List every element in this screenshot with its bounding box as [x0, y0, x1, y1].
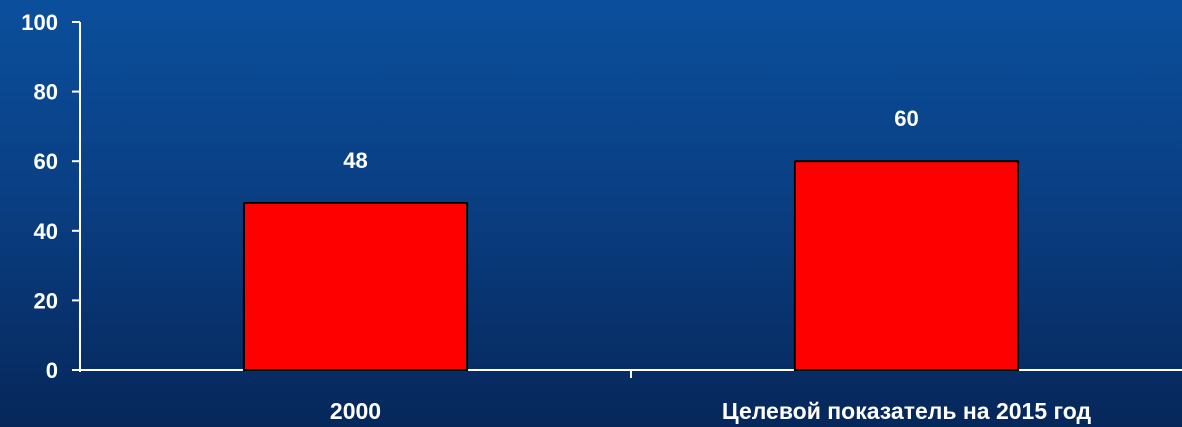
category-labels: 2000 Целевой показатель на 2015 год [330, 398, 1092, 424]
bar [793, 160, 1020, 371]
y-tick-label: 20 [34, 288, 58, 313]
y-axis: 0 20 40 60 80 100 [21, 10, 81, 383]
y-tick-label: 80 [34, 80, 58, 105]
bar [242, 201, 469, 371]
data-label: 60 [894, 106, 918, 131]
data-labels: 48 60 [343, 106, 918, 173]
data-label: 48 [343, 148, 367, 173]
category-label: Целевой показатель на 2015 год [722, 398, 1092, 424]
bars [242, 160, 1020, 371]
y-tick-label: 100 [21, 10, 58, 35]
y-tick-label: 60 [34, 149, 58, 174]
y-tick-label: 40 [34, 219, 58, 244]
y-tick-label: 0 [46, 358, 58, 383]
category-label: 2000 [330, 398, 381, 424]
x-axis [80, 369, 1182, 378]
